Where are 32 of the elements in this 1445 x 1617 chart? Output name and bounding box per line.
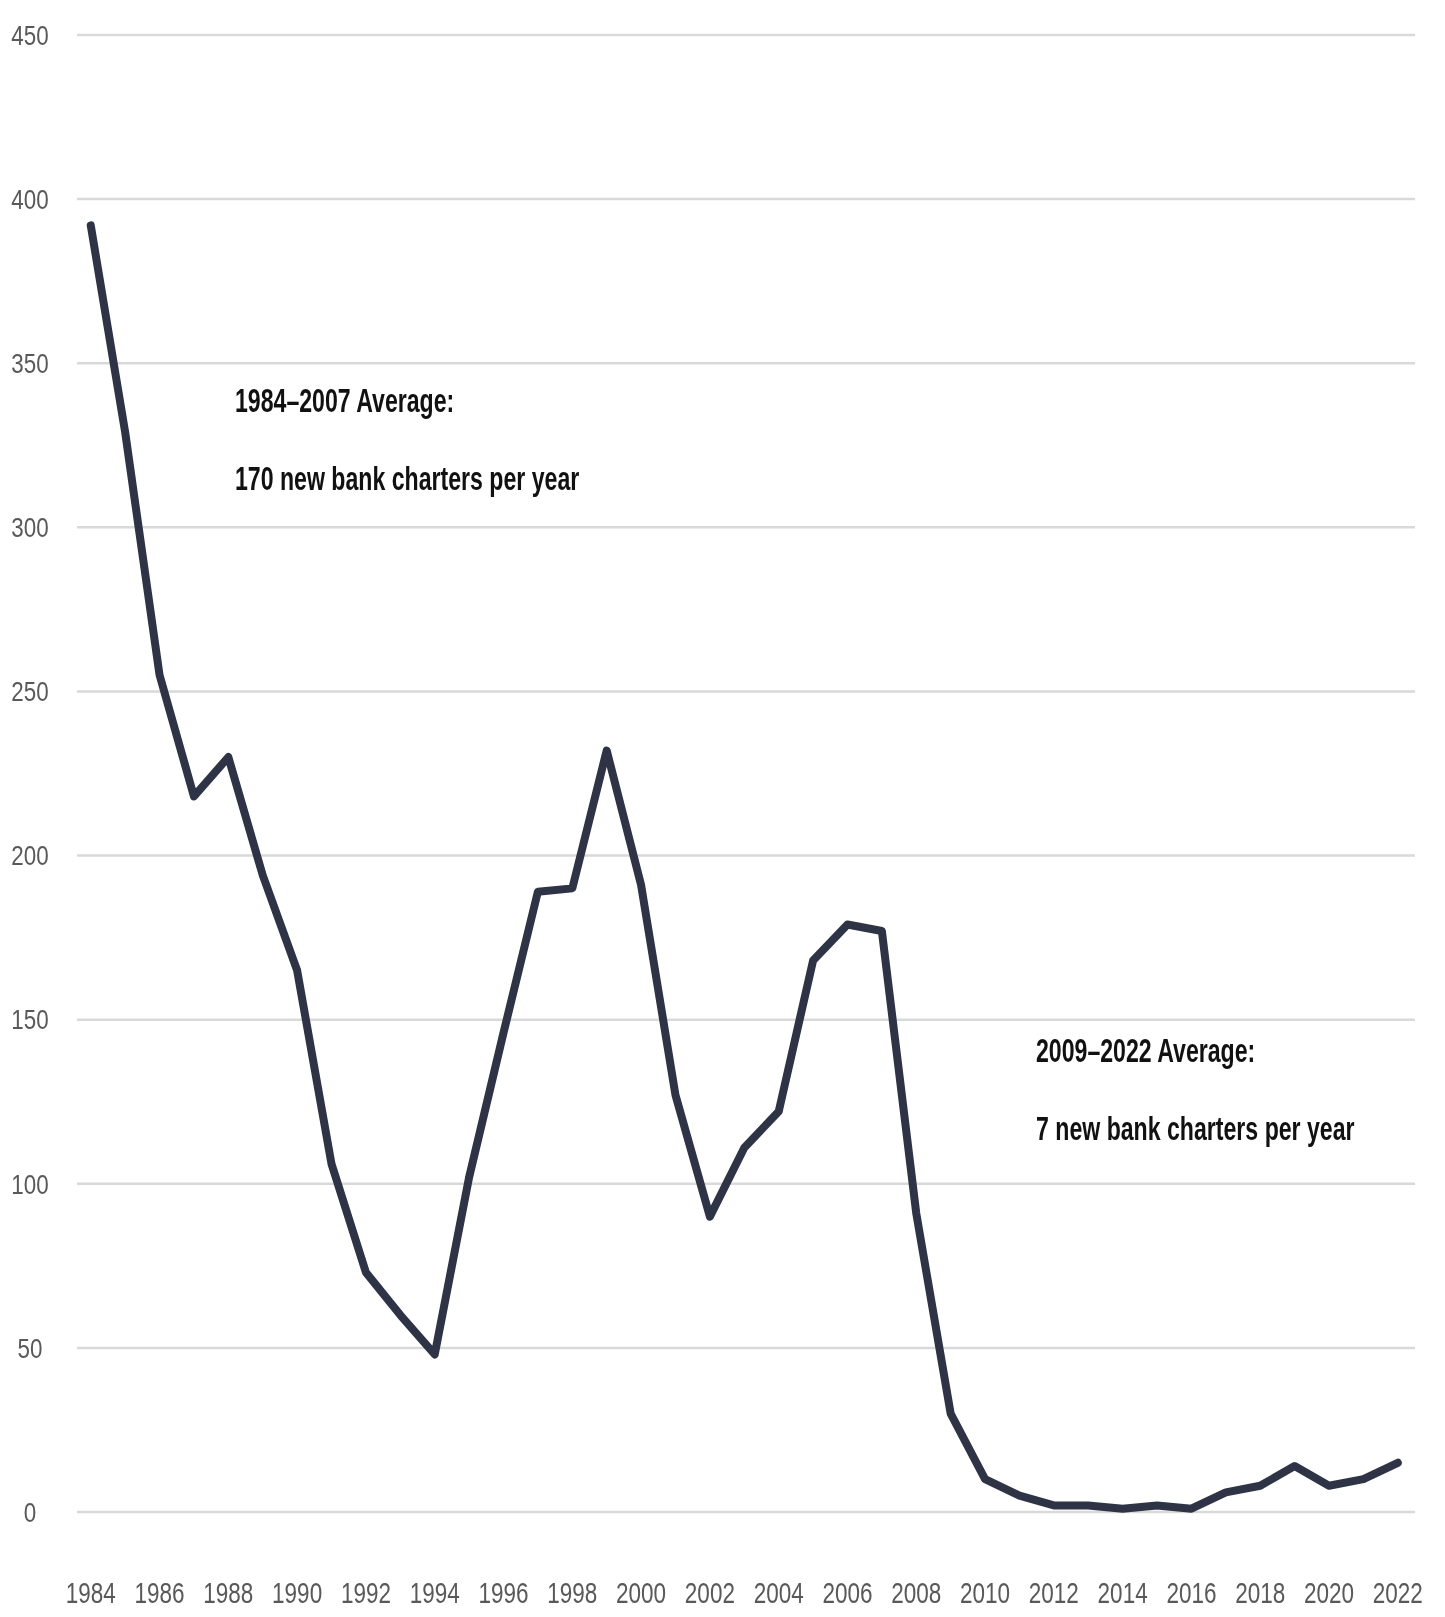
x-tick-label: 2016 — [1166, 1575, 1217, 1610]
x-tick-label: 1992 — [340, 1575, 391, 1610]
x-tick-label: 2022 — [1372, 1575, 1423, 1610]
x-tick-label: 1988 — [203, 1575, 254, 1610]
text: 1984–2007 Average: 170 new bank charters per year — [235, 381, 580, 498]
x-tick-label: 2020 — [1304, 1575, 1355, 1610]
x-tick-label: 2014 — [1097, 1575, 1148, 1610]
y-tick-label: 350 — [11, 347, 49, 379]
x-tick-label: 2000 — [616, 1575, 667, 1610]
x-tick-label: 2012 — [1028, 1575, 1079, 1610]
x-tick-label: 2002 — [684, 1575, 735, 1610]
y-tick-label: 150 — [11, 1004, 49, 1035]
x-tick-label: 1986 — [134, 1575, 185, 1610]
y-tick-label: 50 — [17, 1332, 43, 1364]
y-tick-label: 100 — [11, 1168, 49, 1200]
y-tick-label: 450 — [11, 19, 49, 51]
x-tick-label: 1984 — [65, 1575, 116, 1610]
y-tick-label: 300 — [11, 511, 49, 543]
x-tick-label: 2008 — [891, 1575, 942, 1610]
x-tick-label: 2018 — [1235, 1575, 1286, 1610]
x-tick-label: 2004 — [753, 1575, 804, 1610]
x-tick-label: 1996 — [478, 1575, 529, 1610]
y-tick-label: 0 — [23, 1496, 37, 1528]
y-tick-label: 200 — [11, 839, 49, 871]
x-tick-label: 1994 — [409, 1575, 460, 1610]
x-tick-label: 1998 — [547, 1575, 598, 1610]
y-tick-label: 400 — [11, 183, 49, 215]
x-tick-label: 2006 — [822, 1575, 873, 1610]
text: 2009–2022 Average: 7 new bank charters per year — [1036, 1031, 1355, 1148]
y-tick-label: 250 — [11, 675, 49, 707]
x-tick-label: 1990 — [272, 1575, 323, 1610]
x-tick-label: 2010 — [960, 1575, 1011, 1610]
